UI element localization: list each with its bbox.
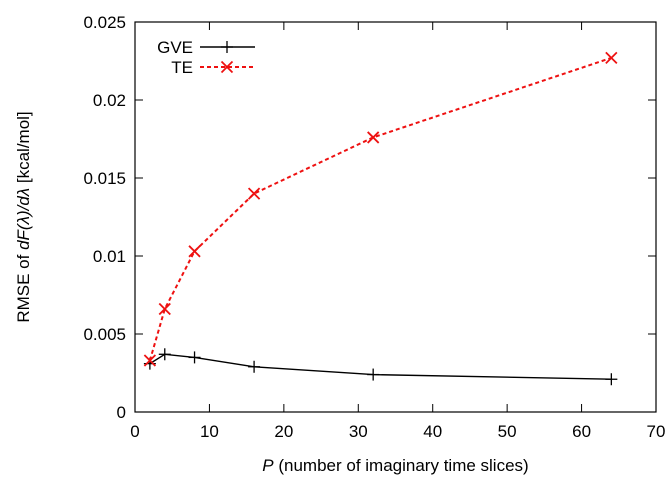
data-point-marker	[247, 187, 261, 200]
data-point	[143, 354, 157, 367]
data-point	[188, 245, 201, 258]
data-point-marker	[220, 60, 234, 74]
y-tick-label: 0.025	[83, 13, 126, 32]
x-tick-label: 50	[498, 422, 517, 441]
y-axis-label-suffix: [kcal/mol]	[14, 111, 33, 188]
series-line	[148, 56, 612, 361]
series-layer	[143, 51, 618, 386]
x-tick-label: 30	[349, 422, 368, 441]
y-tick-label: 0.005	[83, 325, 126, 344]
x-axis-label: P (number of imaginary time slices)	[262, 456, 528, 475]
legend-label: TE	[171, 58, 193, 77]
series-gve	[143, 348, 618, 386]
axis-ticks: 0 10 20 30 40 50 60 70 0 0.005 0.01 0.015 0.02 0.025	[83, 13, 665, 441]
y-axis-label: RMSE of dF(λ)/dλ [kcal/mol]	[14, 111, 33, 322]
x-tick-label: 70	[647, 422, 666, 441]
y-tick-label: 0	[117, 403, 126, 422]
data-point	[188, 351, 201, 364]
legend-entry-gve: GVE	[157, 38, 255, 57]
data-point-marker	[188, 245, 201, 258]
x-tick-label: 0	[130, 422, 139, 441]
data-point-marker	[158, 302, 171, 316]
data-point	[605, 373, 618, 386]
y-tick-label: 0.01	[93, 247, 126, 266]
y-tick-label: 0.02	[93, 91, 126, 110]
data-point-marker	[143, 354, 157, 367]
data-point	[367, 368, 380, 381]
series-line	[149, 353, 612, 380]
data-point	[247, 187, 261, 200]
x-tick-label: 40	[423, 422, 442, 441]
plot-frame	[134, 21, 657, 413]
data-point-marker	[367, 131, 380, 144]
x-tick-label: 60	[572, 422, 591, 441]
data-point-marker	[605, 51, 618, 65]
legend-entry-te: TE	[171, 58, 255, 77]
series-te	[143, 51, 618, 367]
data-point	[605, 51, 618, 65]
legend-label: GVE	[157, 38, 193, 57]
x-axis-label-var: P	[262, 456, 274, 475]
y-axis-label-prefix: RMSE of	[14, 250, 33, 323]
y-axis-label-math: dF(λ)/dλ	[14, 188, 33, 250]
x-axis-label-rest: (number of imaginary time slices)	[274, 456, 529, 475]
x-tick-label: 20	[274, 422, 293, 441]
data-point	[158, 302, 171, 316]
data-point	[248, 360, 261, 373]
y-tick-label: 0.015	[83, 169, 126, 188]
data-point	[367, 131, 380, 144]
data-point	[158, 348, 171, 361]
x-tick-label: 10	[200, 422, 219, 441]
